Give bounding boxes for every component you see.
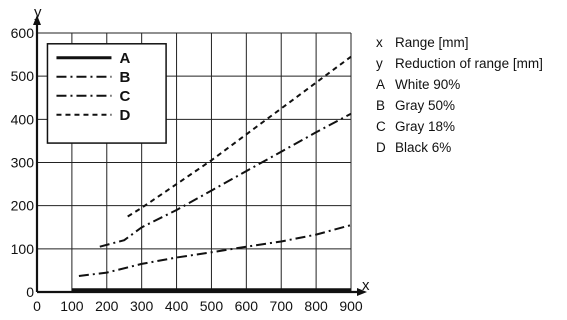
key-code: C (376, 119, 386, 134)
key-code: A (376, 77, 386, 92)
x-tick-label: 100 (60, 298, 84, 314)
key-code: y (376, 56, 383, 71)
x-tick-label: 400 (165, 298, 189, 314)
key-row-c: C Gray 18% (376, 116, 566, 137)
series-c-line (78, 224, 352, 277)
legend-label-d: D (119, 107, 130, 124)
y-tick-label: 400 (11, 111, 35, 127)
key-row-b: B Gray 50% (376, 95, 566, 116)
x-axis-letter: x (362, 277, 370, 294)
axes (33, 15, 367, 296)
legend-label-c: C (119, 88, 130, 105)
grid-lines (37, 32, 352, 292)
y-tick-label: 500 (11, 68, 35, 84)
legend-label-b: B (119, 69, 130, 86)
y-tick-label: 0 (26, 284, 34, 300)
key-code: D (376, 140, 386, 155)
legend-label-a: A (119, 50, 130, 67)
y-axis-letter: y (34, 4, 42, 21)
legend-box (46, 43, 167, 144)
key-text: Range [mm] (395, 35, 469, 50)
y-tick-label: 300 (11, 155, 35, 171)
x-tick-label: 600 (235, 298, 259, 314)
y-axis-arrow (33, 15, 41, 25)
y-tick-label: 100 (11, 241, 35, 257)
x-tick-label: 800 (304, 298, 328, 314)
x-tick-label: 500 (200, 298, 224, 314)
key-code: B (376, 98, 386, 113)
key-text: Gray 50% (395, 98, 456, 113)
key-code: x (376, 35, 383, 50)
y-tick-label: 600 (11, 25, 35, 41)
series-b-line (99, 112, 352, 248)
key-row-y: y Reduction of range [mm] (376, 53, 566, 74)
key-row-d: D Black 6% (376, 137, 566, 158)
x-tick-label: 200 (95, 298, 119, 314)
x-tick-label: 300 (130, 298, 154, 314)
key-text: Black 6% (395, 140, 452, 155)
series-lines (71, 55, 352, 292)
chart-key: x Range [mm] y Reduction of range [mm] A Whit… (376, 32, 566, 158)
x-tick-label: 900 (339, 298, 363, 314)
key-text: Gray 18% (395, 119, 456, 134)
key-row-a: A White 90% (376, 74, 566, 95)
key-text: White 90% (395, 77, 461, 92)
tick-labels: 0 100 200 300 400 500 600 700 800 900 0 100 200 300 40… (11, 25, 363, 314)
x-axis-arrow (357, 288, 367, 296)
range-reduction-chart: 0 100 200 300 400 500 600 700 800 900 0 100 200 300 40… (11, 4, 370, 314)
key-text: Reduction of range [mm] (395, 56, 543, 71)
key-row-x: x Range [mm] (376, 32, 566, 53)
x-tick-label: 700 (270, 298, 294, 314)
x-tick-label: 0 (33, 298, 41, 314)
y-tick-label: 200 (11, 198, 35, 214)
